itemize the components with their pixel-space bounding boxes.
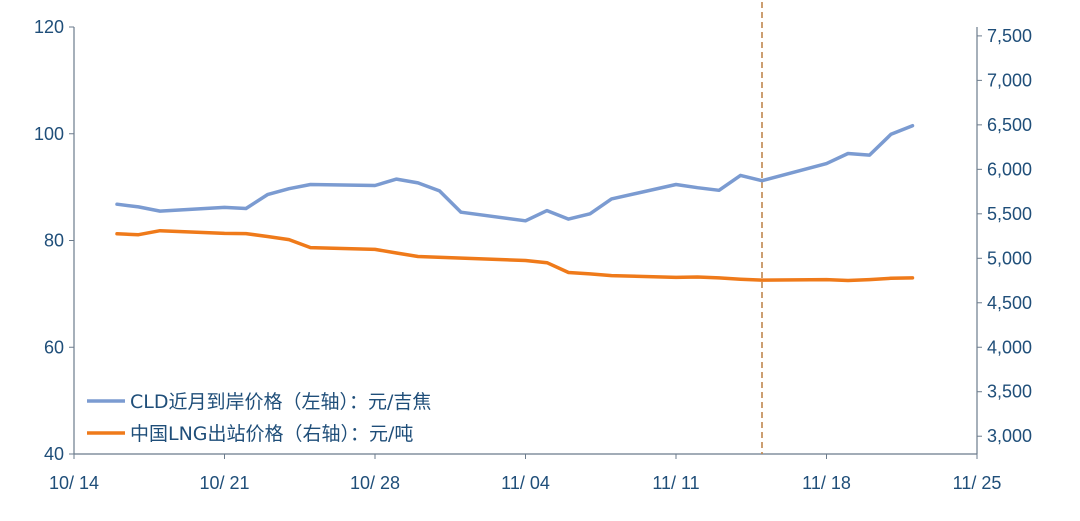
left-tick-label: 40 (44, 444, 64, 464)
x-tick-label: 11/ 25 (953, 473, 1002, 493)
right-tick-label: 4,000 (987, 337, 1032, 357)
axes (73, 27, 978, 455)
left-tick-label: 100 (34, 124, 64, 144)
right-tick-label: 7,500 (987, 26, 1032, 46)
x-axis-ticks: 10/ 14 10/ 21 10/ 28 11/ 04 11/ 11 11/ 18 11/ … (49, 454, 1001, 493)
right-tick-label: 5,000 (987, 248, 1032, 268)
series-layer (115, 123, 915, 283)
left-tick-label: 80 (44, 231, 64, 251)
left-tick-label: 60 (44, 337, 64, 357)
right-tick-label: 6,500 (987, 115, 1032, 135)
right-axis-ticks: 7,500 7,000 6,500 6,000 5,500 5,000 4,500 4,000… (977, 26, 1032, 446)
legend: CLD近月到岸价格（左轴）：元/吉焦 中国LNG出站价格（右轴）：元/吨 (87, 391, 431, 445)
x-tick-label: 10/ 14 (49, 473, 99, 493)
right-tick-label: 6,000 (987, 159, 1032, 179)
right-tick-label: 7,000 (987, 70, 1032, 90)
series-line-cld (115, 123, 915, 223)
right-tick-label: 5,500 (987, 204, 1032, 224)
legend-label-lng: 中国LNG出站价格（右轴）：元/吨 (130, 423, 413, 445)
x-tick-label: 10/ 28 (350, 473, 400, 493)
left-axis-ticks: 120 100 80 60 40 (34, 17, 74, 464)
x-tick-label: 11/ 04 (501, 473, 550, 493)
series-line-lng (115, 228, 915, 283)
right-tick-label: 3,500 (987, 382, 1032, 402)
x-tick-label: 11/ 11 (652, 473, 699, 493)
left-tick-label: 120 (34, 17, 64, 37)
x-tick-label: 10/ 21 (199, 473, 249, 493)
x-tick-label: 11/ 18 (802, 473, 851, 493)
right-tick-label: 4,500 (987, 293, 1032, 313)
right-tick-label: 3,000 (987, 426, 1032, 446)
legend-label-cld: CLD近月到岸价格（左轴）：元/吉焦 (130, 391, 431, 413)
